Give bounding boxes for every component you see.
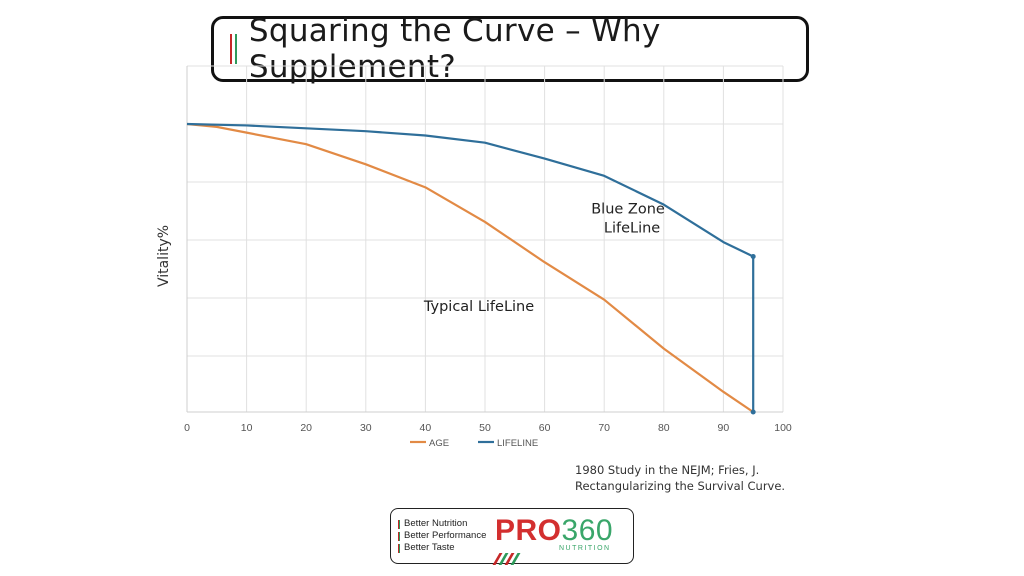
lifeline-marker-top (750, 253, 756, 259)
x-tick-label: 0 (184, 422, 190, 434)
x-tick-label: 40 (420, 422, 432, 434)
series-line-age (186, 122, 754, 413)
legend-label: AGE (429, 438, 449, 449)
annotation-label: Typical LifeLine (423, 299, 534, 315)
legend-label: LIFELINE (497, 438, 538, 449)
brand-stripes-icon (492, 553, 524, 565)
x-tick-label: 10 (241, 422, 253, 434)
x-tick-label: 80 (658, 422, 670, 434)
lifeline-marker-bottom (750, 409, 756, 415)
x-tick-label: 30 (360, 422, 372, 434)
series-line-lifeline (186, 122, 755, 412)
x-tick-label: 70 (598, 422, 610, 434)
x-tick-label: 100 (774, 422, 792, 434)
brand-subtitle: NUTRITION (559, 545, 611, 552)
source-line-1: 1980 Study in the NEJM; Fries, J. (575, 463, 760, 477)
x-tick-label: 90 (718, 422, 730, 434)
x-tick-label: 20 (300, 422, 312, 434)
logo-tagline: Better Nutrition Better Performance Bett… (398, 518, 486, 554)
x-tick-label: 50 (479, 422, 491, 434)
title-box: Squaring the Curve – Why Supplement? (211, 13, 809, 85)
y-axis-label: Vitality% (156, 225, 172, 287)
brand-logo: Better Nutrition Better Performance Bett… (390, 508, 634, 565)
x-tick-label: 60 (539, 422, 551, 434)
annotation-label: Blue Zone (591, 201, 665, 217)
tagline-item: Better Taste (398, 542, 486, 554)
source-citation: 1980 Study in the NEJM; Fries, J. Rectan… (575, 462, 785, 494)
source-line-2: Rectangularizing the Survival Curve. (575, 479, 786, 493)
tagline-item: Better Performance (398, 530, 486, 542)
annotation-label: LifeLine (604, 220, 660, 236)
brand-name: PRO360 (495, 515, 613, 547)
brand-number: 360 (561, 514, 614, 547)
title-accent-bars (230, 34, 239, 64)
brand-pro: PRO (495, 514, 562, 547)
page-title: Squaring the Curve – Why Supplement? (248, 13, 661, 85)
tagline-item: Better Nutrition (398, 518, 486, 530)
